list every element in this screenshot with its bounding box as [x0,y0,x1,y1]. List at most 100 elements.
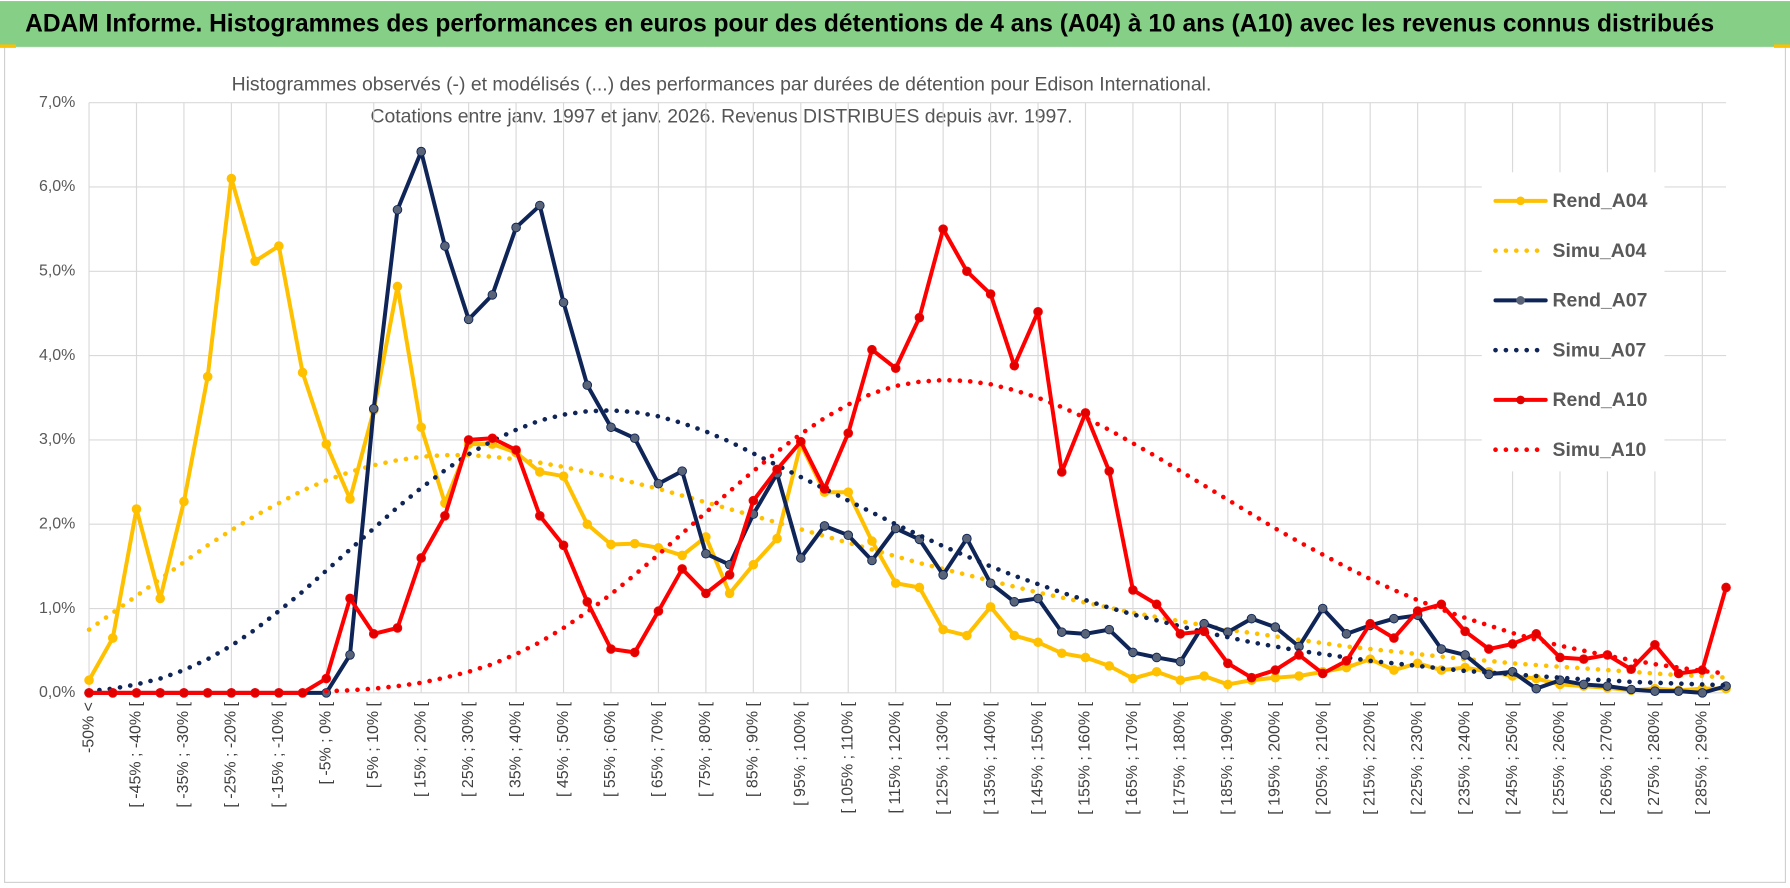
legend-label: Simu_A07 [1553,339,1647,361]
data-point [84,675,94,686]
legend-label: Rend_A04 [1553,190,1648,212]
data-point [1033,306,1043,317]
data-point [1151,599,1162,610]
x-tick-label: [ 235% ; 240% [ [1456,701,1473,814]
data-point [1626,664,1636,675]
data-point [772,464,782,475]
x-tick-label: [ 245% ; 250% [ [1504,701,1521,814]
data-point [653,606,664,616]
data-point [1199,626,1209,637]
data-point [1056,467,1067,477]
series-line [87,227,1729,695]
data-point [962,533,972,544]
data-point [748,559,759,570]
data-point [416,146,426,157]
data-point [1650,640,1660,650]
data-point [297,688,308,698]
data-point [772,533,782,544]
x-tick-label: [ 25% ; 30% [ [460,701,477,797]
data-point [1531,629,1542,639]
x-tick-label: [ 15% ; 20% [ [412,701,429,797]
data-point [867,536,877,546]
data-point [582,597,593,607]
data-point [558,297,569,308]
x-tick-label: [ 255% ; 260% [ [1551,701,1568,814]
data-point [1199,671,1209,681]
x-tick-label: [ 175% ; 180% [ [1172,701,1189,814]
data-point [890,523,901,534]
data-point [1317,668,1328,679]
header-bar [0,1,1790,47]
data-point [535,511,545,521]
data-point [297,367,308,378]
data-point [1626,684,1636,695]
data-point [843,428,854,438]
data-point [1080,629,1091,639]
data-point [1056,648,1067,659]
x-tick-label: [ -5% ; 0% [ [318,701,335,784]
data-point [677,466,687,476]
data-point [1128,585,1138,595]
data-point [1673,686,1684,696]
series-line [86,452,1729,680]
data-point [1389,633,1399,643]
x-tick-label: [ 145% ; 150% [ [1029,701,1046,814]
data-point [392,623,403,633]
data-point [629,433,640,444]
data-point [724,570,735,580]
data-point [1080,652,1091,663]
x-tick-label: [ 95% ; 100% [ [792,701,809,805]
data-point [1673,668,1684,679]
data-point [606,539,616,550]
data-point [1294,650,1304,660]
data-point [1175,629,1186,639]
x-tick-label: [ 55% ; 60% [ [602,701,619,797]
data-point [724,588,735,599]
data-point [1175,656,1186,667]
data-point [321,439,332,449]
data-point [819,484,830,494]
data-point [938,570,948,580]
data-point [1412,658,1423,669]
data-point [1484,644,1494,654]
x-tick-label: [ 65% ; 70% [ [650,701,667,797]
legend-marker [1516,196,1525,206]
data-point [1009,597,1020,607]
data-point [345,494,355,504]
x-tick-label: [ 85% ; 90% [ [745,701,762,797]
data-point [345,593,355,604]
data-point [440,511,450,521]
data-point [1389,665,1399,675]
data-point [748,495,759,506]
data-point [202,688,213,698]
y-tick-label: 6,0% [39,178,75,195]
data-point [985,289,996,299]
data-point [1697,688,1708,698]
series-line [324,377,1729,694]
data-point [1460,650,1470,660]
y-tick-label: 2,0% [39,515,75,532]
data-point [155,593,166,604]
data-point [890,363,901,374]
x-tick-label: [ -25% ; -20% [ [223,701,240,807]
data-point [1507,639,1518,649]
data-point [962,266,972,277]
data-point [1436,644,1447,654]
data-point [867,344,877,355]
data-point [582,519,593,530]
data-point [84,688,94,698]
data-point [985,602,996,612]
data-point [226,173,237,184]
data-point [1128,673,1138,684]
data-point [701,588,711,599]
legend-label: Simu_A10 [1553,439,1647,461]
data-point [511,445,521,455]
data-point [629,647,640,658]
data-point [606,422,616,433]
data-point [155,688,166,698]
y-tick-label: 4,0% [39,347,75,364]
data-point [131,688,142,698]
x-tick-label: -50% < [80,702,97,753]
data-point [202,371,213,382]
